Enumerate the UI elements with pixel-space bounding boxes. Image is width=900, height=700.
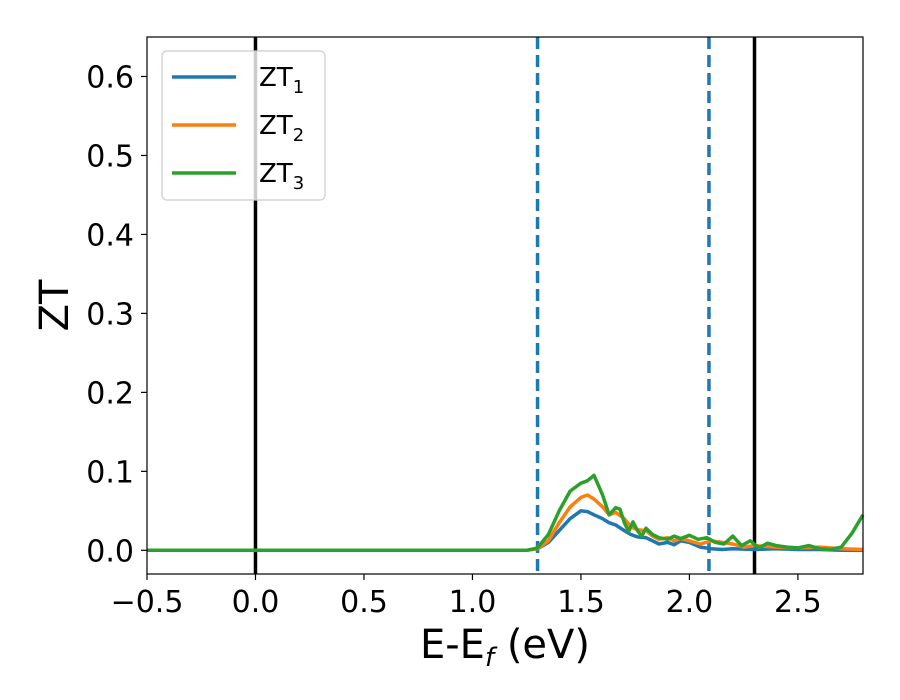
y-tick-label: 0.5 xyxy=(86,139,134,174)
y-tick-label: 0.3 xyxy=(86,297,134,332)
legend-label-3: ZT3 xyxy=(259,159,304,194)
legend-label-1: ZT1 xyxy=(259,63,304,98)
y-axis-label: ZT xyxy=(32,279,78,331)
series-line-3 xyxy=(147,473,865,553)
y-tick-label: 0.2 xyxy=(86,376,134,411)
y-tick-label: 0.1 xyxy=(86,455,134,490)
y-tick-label: 0.4 xyxy=(86,218,134,253)
reference-lines xyxy=(253,37,757,574)
x-axis-ticks: −0.5 0.0 0.5 1.0 1.5 2.0 2.5 xyxy=(111,574,822,620)
x-tick-label: 2.5 xyxy=(774,585,822,620)
x-tick-label: 2.0 xyxy=(666,585,714,620)
x-tick-label: 1.5 xyxy=(557,585,605,620)
x-axis-label: E-Ef (eV) xyxy=(420,622,590,673)
series-lines xyxy=(147,473,865,553)
plot-area-frame xyxy=(146,36,864,575)
legend-label-2: ZT2 xyxy=(259,111,304,146)
x-tick-label: 1.0 xyxy=(449,585,497,620)
legend: ZT1 ZT2 ZT3 xyxy=(161,50,326,201)
y-axis-ticks: 0.0 0.1 0.2 0.3 0.4 0.5 0.6 xyxy=(86,60,147,569)
x-tick-label: −0.5 xyxy=(111,585,184,620)
y-tick-label: 0.6 xyxy=(86,60,134,95)
y-tick-label: 0.0 xyxy=(86,534,134,569)
legend-box xyxy=(161,50,326,201)
x-tick-label: 0.0 xyxy=(232,585,280,620)
x-tick-label: 0.5 xyxy=(340,585,388,620)
